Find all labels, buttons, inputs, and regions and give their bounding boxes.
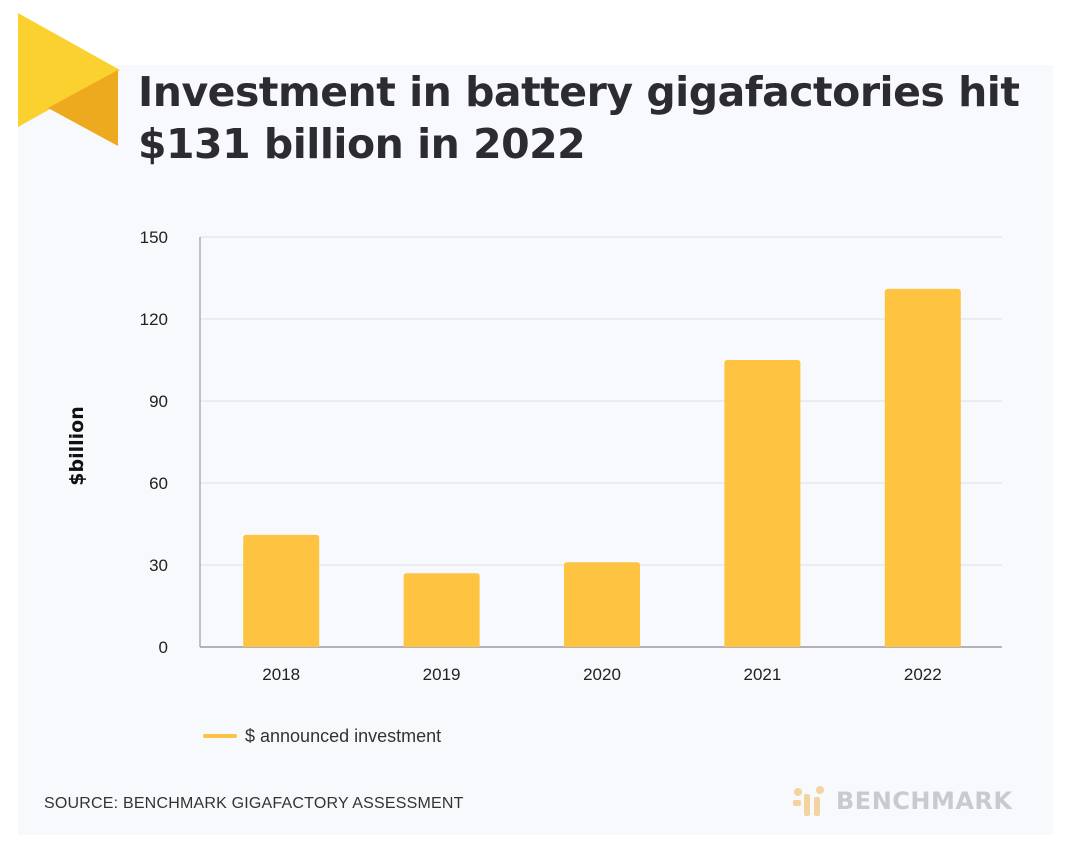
- bar-2021: [724, 360, 801, 647]
- legend-label: $ announced investment: [245, 725, 442, 746]
- y-tick-label: 60: [149, 474, 168, 493]
- x-tick-label: 2021: [743, 665, 781, 684]
- chart-title-line-1: Investment in battery gigafactories hit: [138, 68, 1020, 116]
- bar-2018: [243, 534, 320, 647]
- y-tick-label: 30: [149, 556, 168, 575]
- x-tick-label: 2018: [262, 665, 300, 684]
- benchmark-logo-icon: [793, 786, 824, 816]
- chart-title-line-2: $131 billion in 2022: [138, 120, 586, 168]
- x-tick-label: 2022: [904, 665, 942, 684]
- bar-2019: [403, 573, 480, 647]
- y-tick-label: 0: [159, 638, 168, 657]
- x-tick-label: 2019: [423, 665, 461, 684]
- corner-logo-yellow-triangle: [18, 13, 120, 127]
- bar-2020: [564, 562, 640, 647]
- y-axis-label: $billion: [66, 406, 88, 485]
- chart-title: Investment in battery gigafactories hit …: [138, 66, 1038, 170]
- chart-legend: $ announced investment: [203, 724, 441, 748]
- brand-name: BENCHMARK: [836, 787, 1013, 815]
- brand-logo: BENCHMARK: [790, 783, 1013, 819]
- source-note: SOURCE: BENCHMARK GIGAFACTORY ASSESSMENT: [44, 795, 464, 812]
- y-tick-label: 120: [140, 310, 168, 329]
- chart-card: [18, 65, 1053, 835]
- legend-swatch: [203, 734, 237, 738]
- bar-2022: [884, 288, 961, 647]
- y-tick-label: 150: [140, 228, 168, 247]
- x-tick-label: 2020: [583, 665, 621, 684]
- corner-logo-orange-triangle: [48, 70, 118, 146]
- y-tick-label: 90: [149, 392, 168, 411]
- corner-logo-icon: [18, 13, 120, 146]
